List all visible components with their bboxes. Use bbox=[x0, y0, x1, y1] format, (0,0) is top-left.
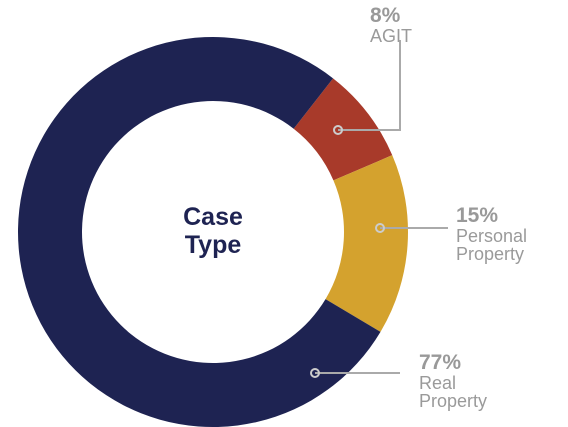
category-label: AGIT bbox=[370, 26, 413, 46]
donut-segment bbox=[325, 155, 408, 332]
value-label: 15% bbox=[456, 204, 499, 227]
leader-dot bbox=[310, 368, 320, 378]
category-label: Real Property bbox=[419, 373, 488, 411]
leader-dot bbox=[375, 223, 385, 233]
leader-line bbox=[338, 40, 401, 131]
category-label: Personal Property bbox=[456, 226, 528, 264]
chart-title: Case Type bbox=[183, 203, 243, 259]
value-label: 8% bbox=[370, 4, 401, 27]
donut-segment bbox=[18, 37, 381, 427]
leader-dot bbox=[333, 125, 343, 135]
value-label: 77% bbox=[419, 351, 462, 374]
